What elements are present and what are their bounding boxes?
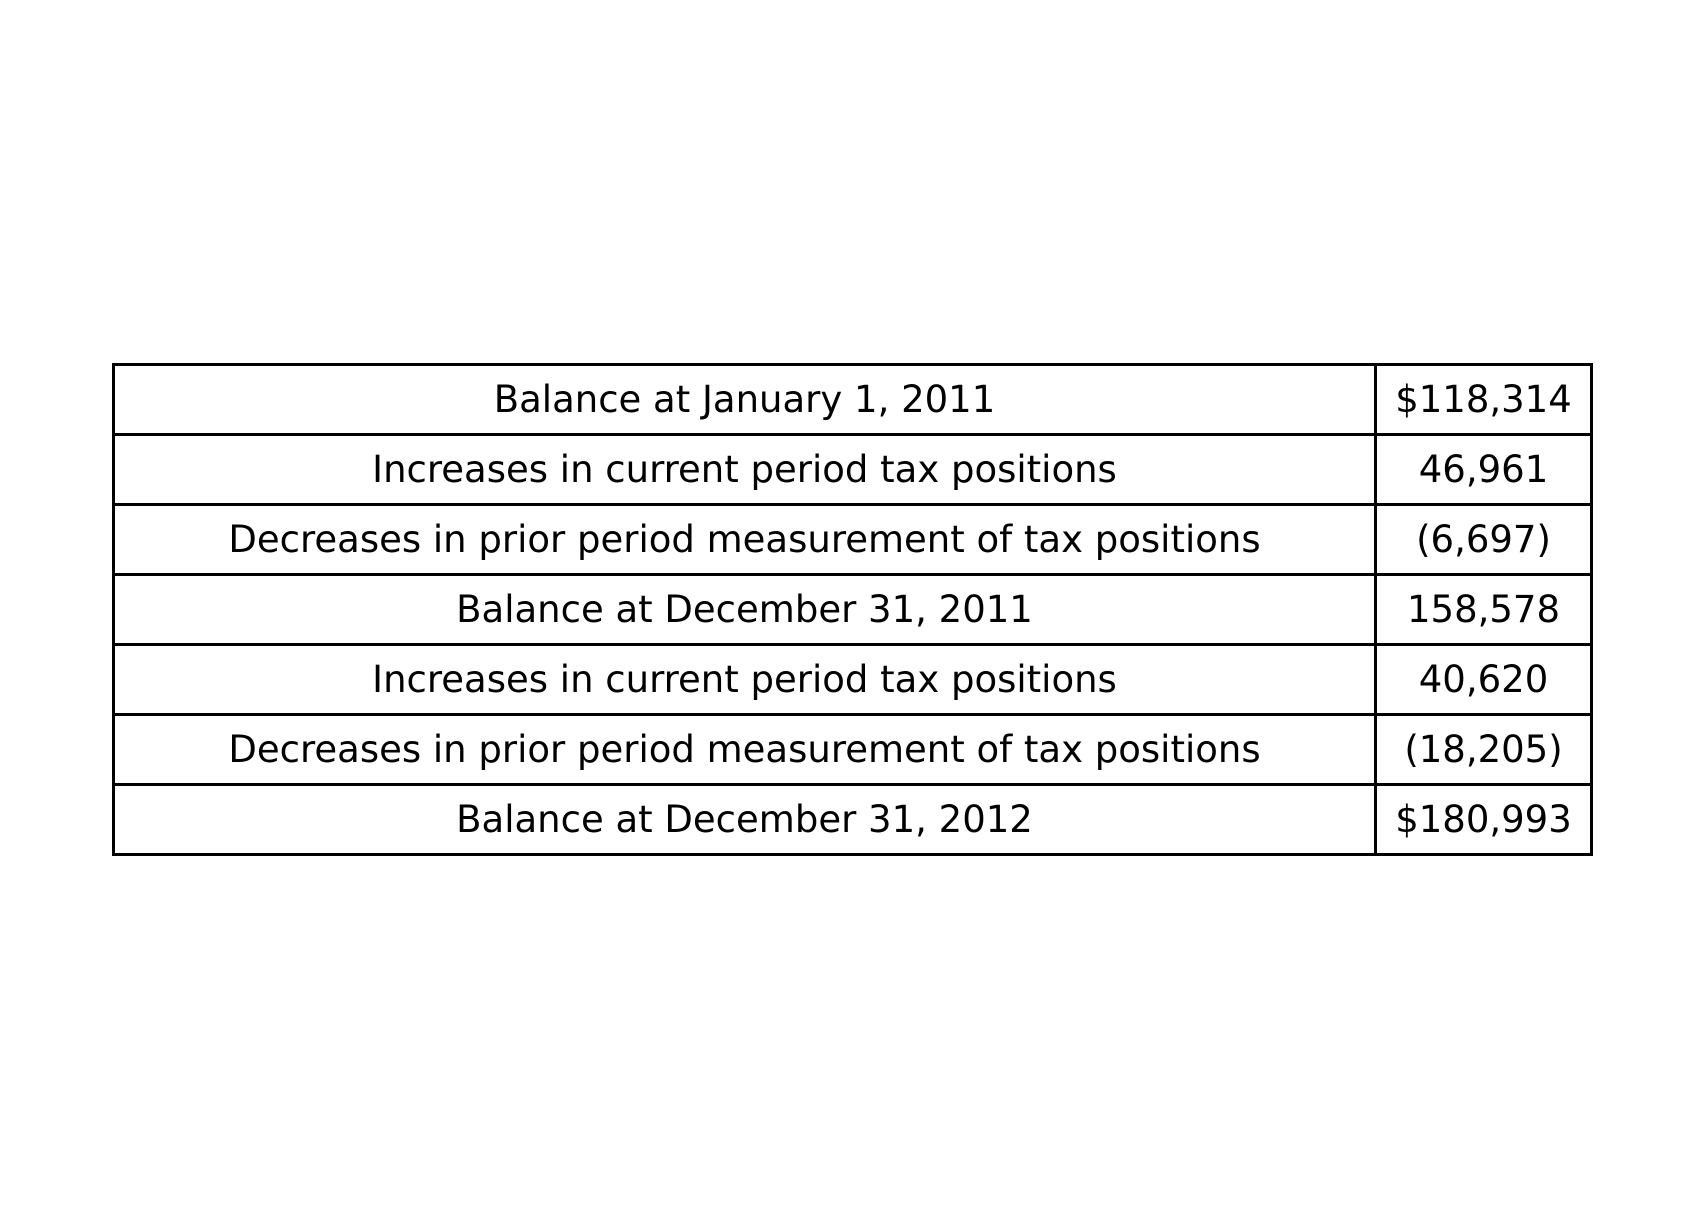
row-label: Decreases in prior period measurement of… [112, 713, 1377, 786]
row-value: 40,620 [1374, 643, 1593, 716]
row-label: Decreases in prior period measurement of… [112, 503, 1377, 576]
table-row: Increases in current period tax position… [112, 643, 1593, 716]
row-label: Balance at December 31, 2011 [112, 573, 1377, 646]
table-row: Decreases in prior period measurement of… [112, 713, 1593, 786]
table-row: Balance at January 1, 2011 $118,314 [112, 363, 1593, 436]
row-value: (6,697) [1374, 503, 1593, 576]
row-value: $180,993 [1374, 783, 1593, 856]
table-row: Balance at December 31, 2011 158,578 [112, 573, 1593, 646]
table-row: Increases in current period tax position… [112, 433, 1593, 506]
reconciliation-table: Balance at January 1, 2011 $118,314 Incr… [112, 363, 1593, 856]
table-row: Balance at December 31, 2012 $180,993 [112, 783, 1593, 856]
row-value: 158,578 [1374, 573, 1593, 646]
reconciliation-table-container: Balance at January 1, 2011 $118,314 Incr… [112, 363, 1593, 856]
table-row: Decreases in prior period measurement of… [112, 503, 1593, 576]
row-value: 46,961 [1374, 433, 1593, 506]
row-value: $118,314 [1374, 363, 1593, 436]
row-label: Increases in current period tax position… [112, 433, 1377, 506]
row-value: (18,205) [1374, 713, 1593, 786]
row-label: Balance at December 31, 2012 [112, 783, 1377, 856]
row-label: Balance at January 1, 2011 [112, 363, 1377, 436]
row-label: Increases in current period tax position… [112, 643, 1377, 716]
